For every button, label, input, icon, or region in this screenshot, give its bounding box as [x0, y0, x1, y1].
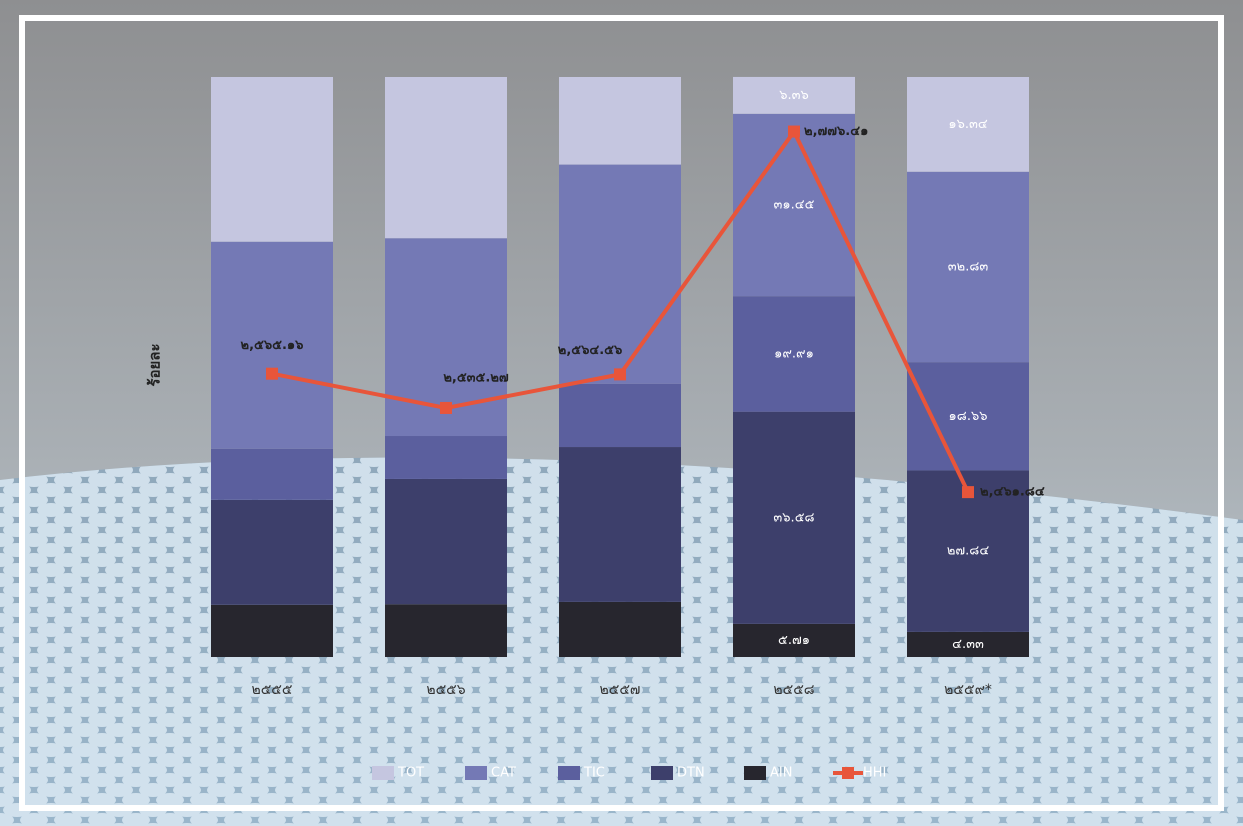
data-label: ๒,๔๖๑.๘๔ [980, 485, 1045, 500]
data-label: ๓๒.๘๓ [948, 259, 989, 274]
bar-segment [211, 77, 333, 242]
bar-segment [559, 447, 681, 602]
line-marker [788, 125, 800, 138]
bar-segment [385, 77, 507, 239]
bar-segment [559, 77, 681, 165]
data-label: ๒,๕๖๔.๕๖ [558, 343, 622, 358]
x-tick-label: ๒๕๕๙* [944, 682, 992, 698]
legend-swatch [744, 766, 766, 780]
bar-segment [385, 436, 507, 479]
data-label: ๖.๓๖ [779, 88, 809, 103]
legend-label: TIC [583, 766, 605, 781]
bar-segment [559, 164, 681, 384]
legend-swatch [465, 766, 487, 780]
line-marker [614, 368, 626, 381]
data-label: ๑๖.๓๔ [948, 117, 988, 132]
x-tick-label: ๒๕๕๗ [600, 682, 641, 698]
legend-label: CAT [491, 766, 516, 781]
legend-label: DTN [677, 766, 705, 781]
bar-segment [907, 171, 1029, 363]
bar-segment [907, 77, 1029, 172]
bar-segment [733, 113, 855, 297]
bar-segment [211, 604, 333, 657]
bar-segment [907, 631, 1029, 657]
bar-segment [559, 601, 681, 657]
frame [19, 15, 1224, 811]
bar-segment [907, 362, 1029, 471]
data-label: ๑๘.๖๖ [949, 409, 988, 424]
legend-label: TOT [397, 766, 424, 781]
line-marker [266, 367, 278, 380]
bar-segment [733, 623, 855, 657]
bar-segment [385, 478, 507, 605]
data-label: ๒,๕๓๕.๒๗ [443, 370, 509, 385]
bar-segment [211, 499, 333, 605]
data-label: ๒๗.๘๔ [947, 544, 990, 559]
legend-label: AIN [770, 766, 792, 781]
bar-segment [733, 296, 855, 412]
bar-segment [385, 604, 507, 657]
line-marker [962, 486, 974, 499]
y-axis-label: ร้อยละ [146, 343, 164, 386]
legend-swatch [372, 766, 394, 780]
legend-swatch [842, 767, 854, 779]
bar-segment [559, 383, 681, 448]
data-label: ๓๑.๔๕ [774, 198, 815, 213]
bar-segment [211, 241, 333, 449]
data-label: ๒,๕๖๕.๑๖ [241, 338, 304, 353]
bar-segment [733, 76, 855, 114]
x-tick-label: ๒๕๕๘ [773, 682, 814, 698]
x-tick-label: ๒๕๕๕ [251, 682, 292, 698]
data-label: ๒,๗๗๖.๔๑ [804, 124, 868, 139]
data-label: ๑๙.๙๑ [774, 346, 814, 361]
legend-label: HHI [863, 766, 886, 781]
x-tick-label: ๒๕๕๖ [426, 682, 465, 698]
data-label: ๔.๓๓ [952, 637, 984, 652]
data-label: ๓๖.๕๘ [773, 510, 814, 525]
bar-segment [211, 448, 333, 500]
legend-swatch [558, 766, 580, 780]
data-label: ๕.๗๑ [778, 633, 810, 648]
legend-swatch [651, 766, 673, 780]
bar-segment [733, 411, 855, 624]
line-marker [440, 401, 452, 414]
